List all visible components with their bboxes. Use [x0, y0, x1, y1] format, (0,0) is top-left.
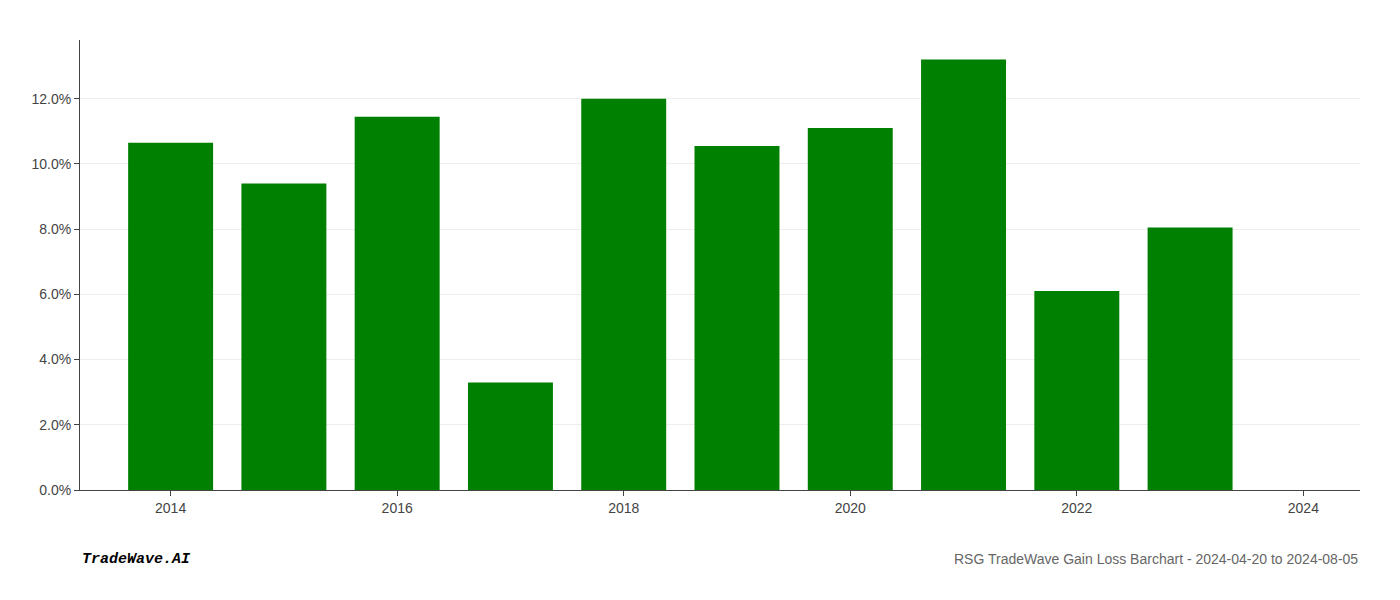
svg-text:2016: 2016 [382, 500, 413, 516]
svg-text:2020: 2020 [835, 500, 866, 516]
svg-text:2.0%: 2.0% [39, 417, 71, 433]
svg-text:0.0%: 0.0% [39, 482, 71, 498]
svg-text:2014: 2014 [155, 500, 186, 516]
svg-text:6.0%: 6.0% [39, 286, 71, 302]
svg-text:TradeWave.AI: TradeWave.AI [82, 551, 191, 568]
svg-text:4.0%: 4.0% [39, 351, 71, 367]
svg-text:8.0%: 8.0% [39, 221, 71, 237]
svg-text:2024: 2024 [1288, 500, 1319, 516]
svg-text:2018: 2018 [608, 500, 639, 516]
svg-text:10.0%: 10.0% [31, 156, 71, 172]
svg-text:12.0%: 12.0% [31, 91, 71, 107]
svg-text:RSG TradeWave Gain Loss Barcha: RSG TradeWave Gain Loss Barchart - 2024-… [954, 551, 1358, 567]
svg-text:2022: 2022 [1061, 500, 1092, 516]
